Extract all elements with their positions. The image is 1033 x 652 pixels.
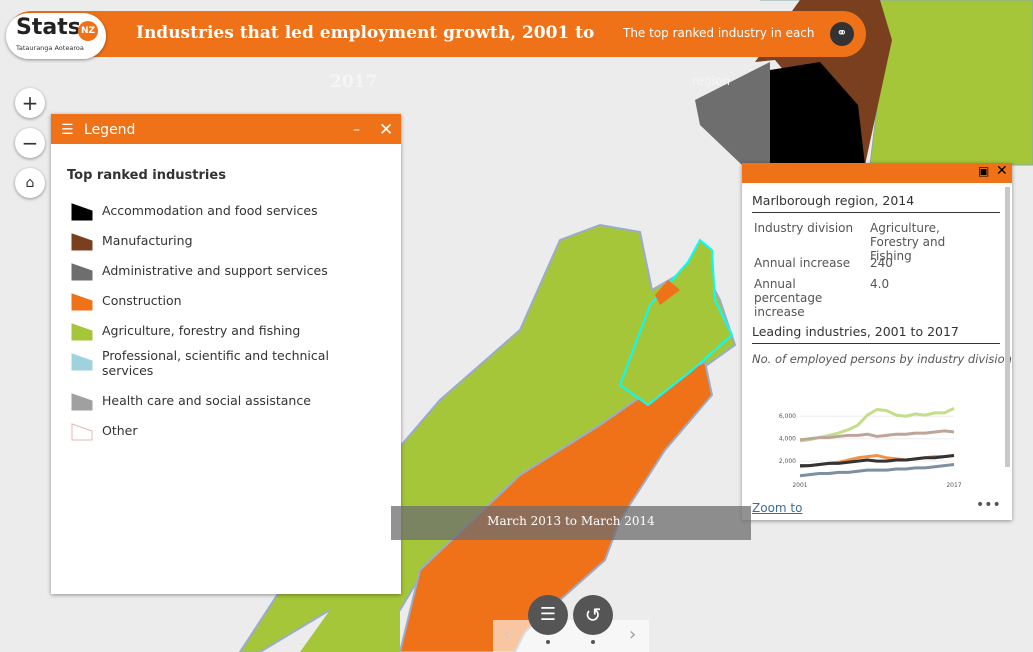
legend-item: Other [71,423,371,453]
legend-label: Other [102,423,138,438]
logo-text: Stats [16,15,81,40]
legend-item: Administrative and support services [71,263,371,293]
history-button[interactable]: ↺ [573,595,613,635]
legend-panel: ☰ Legend – ✕ Top ranked industries Accom… [51,114,401,594]
zoom-to-link[interactable]: Zoom to [752,501,803,515]
subtitle-continuation: region [692,74,730,88]
field-value: 240 [870,256,893,270]
scrollbar[interactable] [1005,187,1010,467]
legend-item: Agriculture, forestry and fishing [71,323,371,353]
legend-swatch [71,293,93,311]
previous-button[interactable]: ‹ [503,624,511,645]
logo-badge: NZ [78,21,98,41]
swatch-shape [71,423,93,441]
legend-label: Agriculture, forestry and fishing [102,323,301,338]
legend-heading: Top ranked industries [67,168,226,183]
mini-chart: 2,000 4,000 6,000 2001 2017 [779,407,962,489]
time-label-bar: March 2013 to March 2014 [391,506,751,540]
field-label: Annual increase [754,256,851,270]
legend-swatch [71,203,93,221]
swatch-shape [71,393,93,411]
time-slider-track[interactable]: ‹ › [493,620,649,652]
logo[interactable]: Stats NZ Tatauranga Aotearoa [6,13,106,59]
home-button[interactable]: ⌂ [15,168,45,198]
zoom-in-button[interactable]: + [15,88,45,118]
close-button[interactable]: ✕ [996,163,1008,179]
indicator-dot [546,640,550,644]
y-tick-label: 2,000 [779,458,796,465]
legend-swatch [71,393,93,411]
legend-item: Accommodation and food services [71,203,371,233]
series-line [800,454,955,468]
maximize-button[interactable]: ▣ [978,164,990,178]
legend-label: Construction [102,293,182,308]
zoom-out-button[interactable]: − [15,128,45,158]
legend-item: Professional, scientific and technical s… [71,348,371,383]
series-line [799,429,955,442]
legend-item: Construction [71,293,371,323]
legend-swatch [71,263,93,281]
swatch-shape [71,203,93,221]
time-label: March 2013 to March 2014 [487,514,655,528]
swatch-shape [71,293,93,311]
swatch-shape [71,323,93,341]
field-value: Agriculture, Forestry and Fishing [870,221,946,263]
swatch-shape [71,233,93,251]
legend-label: Professional, scientific and technical s… [102,348,329,378]
list-button[interactable]: ☰ [528,595,568,635]
field-label: Industry division [754,221,854,235]
legend-label: Administrative and support services [102,263,328,278]
legend-swatch [71,353,93,371]
series-line [799,463,955,478]
next-button[interactable]: › [629,624,637,645]
legend-swatch [71,423,93,441]
legend-item: Manufacturing [71,233,371,263]
chart-title: Leading industries, 2001 to 2017 [752,324,959,339]
field-value: 4.0 [870,277,890,291]
popup-header: ▣ ✕ [742,163,1012,183]
close-button[interactable]: ✕ [379,120,394,140]
title-continuation: 2017 [330,72,378,92]
x-tick-label: 2001 [792,482,807,489]
legend-label: Health care and social assistance [102,393,311,408]
field-label: Annual percentage increase [754,277,823,319]
subtitle: The top ranked industry in each [623,26,815,40]
y-tick-label: 6,000 [779,413,796,420]
legend-title: Legend [84,122,136,138]
legend-swatch [71,233,93,251]
x-tick-label: 2017 [946,482,961,489]
swatch-shape [71,353,93,371]
legend-icon: ☰ [61,122,74,138]
legend-swatch [71,323,93,341]
minimize-button[interactable]: – [353,122,360,138]
indicator-dot [591,640,595,644]
more-button[interactable]: ••• [976,497,1001,513]
popup: ▣ ✕ Marlborough region, 2014 Industry di… [742,163,1012,520]
share-link-button[interactable]: ⚭ [830,22,854,46]
legend-label: Accommodation and food services [102,203,318,218]
logo-subtext: Tatauranga Aotearoa [16,44,84,52]
legend-item: Health care and social assistance [71,393,371,423]
header-bar: Industries that led employment growth, 2… [8,11,866,57]
chart-subtitle: No. of employed persons by industry divi… [752,352,1012,366]
divider [752,343,1000,344]
y-tick-label: 4,000 [779,436,796,443]
popup-title: Marlborough region, 2014 [752,193,915,208]
swatch-shape [71,263,93,281]
divider [752,212,1000,213]
legend-label: Manufacturing [102,233,193,248]
title: Industries that led employment growth, 2… [136,23,595,43]
legend-header: ☰ Legend – ✕ [51,114,401,144]
